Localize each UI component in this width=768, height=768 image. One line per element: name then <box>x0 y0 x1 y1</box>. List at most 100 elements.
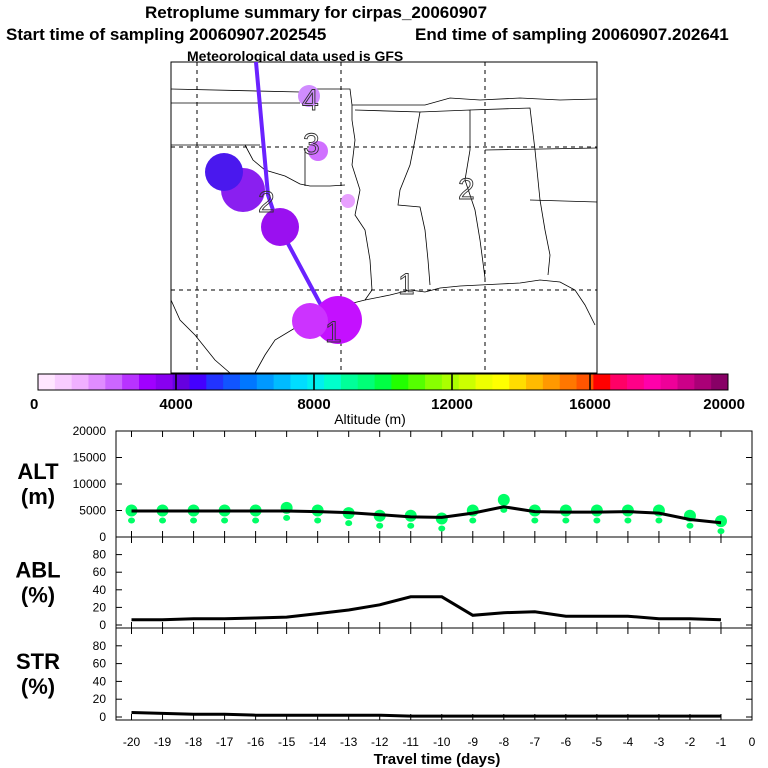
y-tick-label: 0 <box>99 618 106 632</box>
colorbar-swatch <box>694 374 712 390</box>
day-label-1-north: 1 <box>398 268 415 301</box>
colorbar-tick-label: 4000 <box>159 396 192 413</box>
panel-frame <box>115 536 753 629</box>
altitude-dot-small <box>624 517 632 524</box>
altitude-dot <box>714 515 727 528</box>
altitude-dot-small <box>376 522 384 529</box>
y-tick-label: 60 <box>93 565 107 579</box>
day-label-2-west: 2 <box>258 186 275 219</box>
colorbar-swatch <box>223 374 241 390</box>
panel-ylabel-unit: (m) <box>21 484 55 509</box>
colorbar-swatch <box>122 374 140 390</box>
x-tick-label: -14 <box>309 735 327 749</box>
altitude-dot-small <box>190 517 198 524</box>
colorbar-tick-labels: 0 4000 8000 12000 16000 20000 <box>30 396 745 413</box>
colorbar-swatch <box>391 374 409 390</box>
plume-blob-day2-east <box>341 194 355 208</box>
colorbar-swatch <box>677 374 695 390</box>
colorbar-swatch <box>492 374 510 390</box>
altitude-colorbar <box>37 373 729 391</box>
colorbar-tick-label: 0 <box>30 396 38 413</box>
colorbar-swatch <box>542 374 561 390</box>
colorbar-swatch <box>54 374 73 390</box>
altitude-dot-small <box>593 517 601 524</box>
x-tick-label: -11 <box>403 735 420 749</box>
y-tick-label: 80 <box>93 548 107 562</box>
altitude-dot-small <box>252 517 260 524</box>
x-tick-label: 0 <box>749 735 756 749</box>
x-tick-label: -16 <box>247 735 265 749</box>
colorbar-swatch <box>660 374 679 390</box>
sampling-start: Start time of sampling 20060907.202545 <box>6 25 327 44</box>
plume-blob-day1 <box>314 296 362 344</box>
day-label-1: 1 <box>325 316 342 349</box>
map-panel: 4 3 2 2 1 1 <box>170 61 598 374</box>
plume-blob-day3 <box>308 141 328 161</box>
colorbar-tick-label: 8000 <box>297 396 330 413</box>
plume-blob-day4 <box>298 85 320 107</box>
day-labels: 4 3 2 2 1 1 <box>258 84 476 350</box>
panel-str: 0 20 40 60 80 STR(%) <box>16 627 753 724</box>
x-tick-label: -19 <box>154 735 172 749</box>
colorbar-swatch <box>559 374 578 390</box>
x-tick-label: -8 <box>498 735 509 749</box>
colorbar-frame <box>37 373 729 391</box>
colorbar-swatch <box>711 374 729 390</box>
x-tick-label: -4 <box>623 735 634 749</box>
colorbar-swatch <box>374 374 392 390</box>
colorbar-swatch <box>239 374 258 390</box>
altitude-dot <box>590 504 603 517</box>
series-line <box>131 505 722 525</box>
met-data-note: Meteorological data used is GFS <box>187 48 404 64</box>
altitude-dot-small <box>531 517 539 524</box>
day-label-4: 4 <box>302 84 319 117</box>
colorbar-swatch <box>458 374 477 390</box>
y-tick-label: 80 <box>93 639 107 653</box>
colorbar-swatch <box>509 374 527 390</box>
panel-alt: 0 5000 10000 15000 20000 ALT(m) <box>17 424 753 544</box>
y-tick-label: 20 <box>93 692 107 706</box>
colorbar-swatch <box>71 374 89 390</box>
colorbar-swatch <box>627 374 645 390</box>
colorbar-tick-label: 20000 <box>703 396 745 413</box>
panel-ylabel: ABL <box>15 558 60 583</box>
panel-ylabel-unit: (%) <box>21 583 55 608</box>
panel-ylabel-unit: (%) <box>21 674 55 699</box>
day-label-2-east: 2 <box>458 173 475 206</box>
colorbar-swatch <box>408 374 426 390</box>
time-series-panels: 05000100001500020000ALT(m)020406080ABL(%… <box>15 424 753 724</box>
colorbar-swatch <box>425 374 443 390</box>
altitude-dot-small <box>221 517 229 524</box>
colorbar-swatch <box>576 374 594 390</box>
day-label-3: 3 <box>303 128 320 161</box>
x-tick-label: -12 <box>371 735 389 749</box>
altitude-dot-small <box>407 522 415 529</box>
altitude-dot-small <box>283 514 291 521</box>
plume-trajectory <box>205 61 362 344</box>
y-tick-label: 0 <box>99 530 106 544</box>
colorbar-swatch <box>526 374 544 390</box>
x-tick-label: -2 <box>685 735 696 749</box>
colorbar-swatch <box>324 374 342 390</box>
colorbar-swatch <box>273 374 291 390</box>
colorbar-swatch <box>155 374 174 390</box>
x-tick-label: -20 <box>123 735 141 749</box>
panel-frame <box>115 627 753 721</box>
colorbar-swatch <box>340 374 359 390</box>
travel-time-axis: -20 -19 -18 -17 -16 -15 -14 -13 -12 -11 -10 -9 -8 -7-… <box>123 735 756 749</box>
map-boundaries <box>170 88 598 374</box>
series-line <box>131 595 722 622</box>
x-tick-label: -15 <box>278 735 296 749</box>
altitude-dot-small <box>345 520 353 527</box>
panel-ylabel: ALT <box>17 459 59 484</box>
x-tick-label: -6 <box>561 735 572 749</box>
colorbar-swatch <box>172 374 190 390</box>
x-tick-label: -7 <box>529 735 540 749</box>
plume-blob-day2 <box>261 208 299 246</box>
colorbar-swatch <box>206 374 224 390</box>
y-tick-label: 60 <box>93 657 107 671</box>
y-tick-label: 40 <box>93 674 107 688</box>
altitude-dot-small <box>469 517 477 524</box>
colorbar-xlabel: Altitude (m) <box>334 411 406 427</box>
